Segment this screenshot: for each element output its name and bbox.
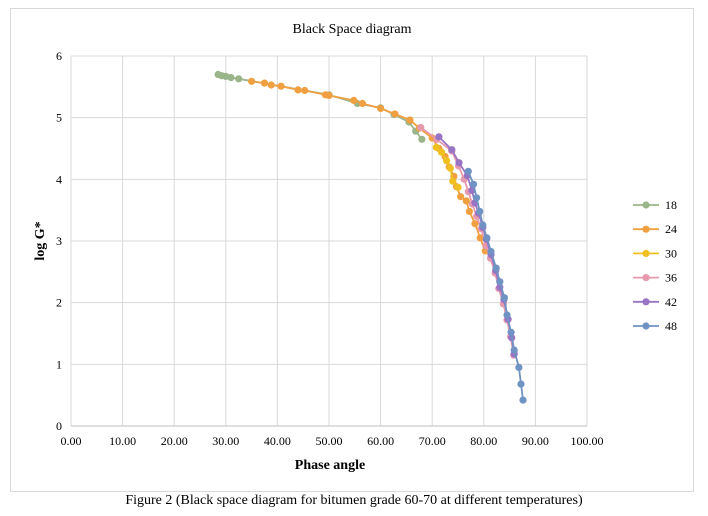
legend: 18 24 30 36 42 48: [633, 198, 677, 333]
figure-caption: Figure 2 (Black space diagram for bitume…: [125, 493, 583, 508]
legend-marker: [642, 225, 650, 233]
x-tick-label: 80.00: [470, 434, 497, 448]
x-tick-label: 40.00: [264, 434, 291, 448]
data-point: [517, 380, 525, 388]
series-line-48: [467, 170, 524, 401]
data-point: [277, 82, 285, 90]
legend-item-18: 18: [633, 198, 677, 212]
data-point: [260, 79, 269, 87]
data-point: [377, 104, 385, 112]
data-point: [483, 234, 491, 242]
data-point: [406, 116, 414, 124]
legend-marker: [642, 249, 650, 257]
legend-marker: [642, 274, 650, 282]
legend-label: 42: [665, 295, 677, 309]
data-point: [227, 74, 235, 82]
data-point: [473, 194, 481, 202]
data-point: [443, 157, 451, 165]
data-point: [464, 167, 472, 175]
data-point: [350, 96, 358, 104]
legend-label: 48: [665, 319, 677, 333]
data-point: [235, 75, 243, 83]
series-48: [464, 167, 527, 404]
data-point: [301, 86, 309, 95]
data-point: [500, 294, 508, 302]
legend-item-24: 24: [633, 222, 677, 236]
chart-frame: [10, 8, 694, 492]
data-point: [515, 363, 523, 371]
series-18: [214, 70, 426, 143]
data-point: [519, 396, 527, 404]
y-tick-label: 4: [56, 172, 62, 186]
legend-item-42: 42: [633, 295, 677, 309]
data-point: [492, 264, 500, 272]
series-layer: [214, 70, 527, 404]
legend-label: 24: [665, 222, 677, 236]
data-point: [476, 234, 484, 242]
x-tick-label: 20.00: [161, 434, 188, 448]
data-point: [267, 81, 275, 89]
y-tick-label: 0: [56, 419, 62, 433]
x-tick-label: 50.00: [316, 434, 343, 448]
data-point: [448, 146, 456, 154]
data-point: [294, 86, 302, 94]
x-tick-label: 30.00: [212, 434, 239, 448]
x-tick-label: 100.00: [571, 434, 604, 448]
data-point: [358, 99, 367, 108]
legend-label: 36: [665, 271, 677, 285]
data-point: [457, 193, 465, 201]
legend-label: 30: [665, 246, 677, 260]
x-tick-label: 0.00: [61, 434, 82, 448]
legend-label: 18: [665, 198, 677, 212]
data-point: [462, 197, 470, 205]
data-point: [248, 77, 256, 85]
y-tick-label: 2: [56, 296, 62, 310]
data-point: [418, 135, 426, 143]
data-point: [479, 221, 487, 229]
y-tick-label: 6: [56, 49, 62, 63]
x-axis-label: Phase angle: [295, 458, 365, 473]
data-point: [471, 220, 479, 228]
legend-marker: [642, 322, 650, 330]
x-tick-label: 10.00: [109, 434, 136, 448]
legend-item-36: 36: [633, 271, 677, 285]
data-point: [503, 311, 511, 319]
legend-item-30: 30: [633, 246, 677, 260]
data-point: [487, 247, 495, 256]
legend-item-48: 48: [633, 319, 677, 333]
black-space-chart: Black Space diagram Phase angle log G* 0…: [33, 22, 677, 473]
data-point: [476, 207, 484, 215]
data-point: [469, 180, 478, 188]
data-point: [455, 159, 463, 167]
y-tick-label: 5: [56, 111, 62, 125]
legend-marker: [642, 201, 650, 209]
chart-title: Black Space diagram: [293, 22, 412, 37]
legend-marker: [642, 298, 650, 306]
data-point: [454, 183, 462, 191]
data-point: [437, 148, 446, 156]
data-point: [435, 133, 443, 141]
x-tick-label: 90.00: [522, 434, 549, 448]
series-30: [432, 143, 462, 191]
grid-lines: [70, 55, 588, 427]
data-point: [432, 143, 440, 151]
data-point: [391, 110, 399, 118]
axis-ticks: 0.00 10.00 20.00 30.00 40.00 50.00 60.00 70.00 8…: [56, 49, 604, 448]
data-point: [417, 123, 425, 132]
data-point: [507, 328, 515, 336]
y-axis-label: log G*: [33, 221, 48, 260]
data-point: [510, 346, 518, 354]
x-tick-label: 60.00: [367, 434, 394, 448]
data-point: [449, 177, 457, 185]
data-point: [465, 207, 473, 215]
y-tick-label: 1: [56, 357, 62, 371]
data-point: [446, 164, 454, 172]
y-tick-label: 3: [56, 234, 62, 248]
x-tick-label: 70.00: [419, 434, 446, 448]
data-point: [325, 91, 333, 100]
data-point: [496, 278, 504, 286]
series-line-18: [217, 73, 423, 140]
